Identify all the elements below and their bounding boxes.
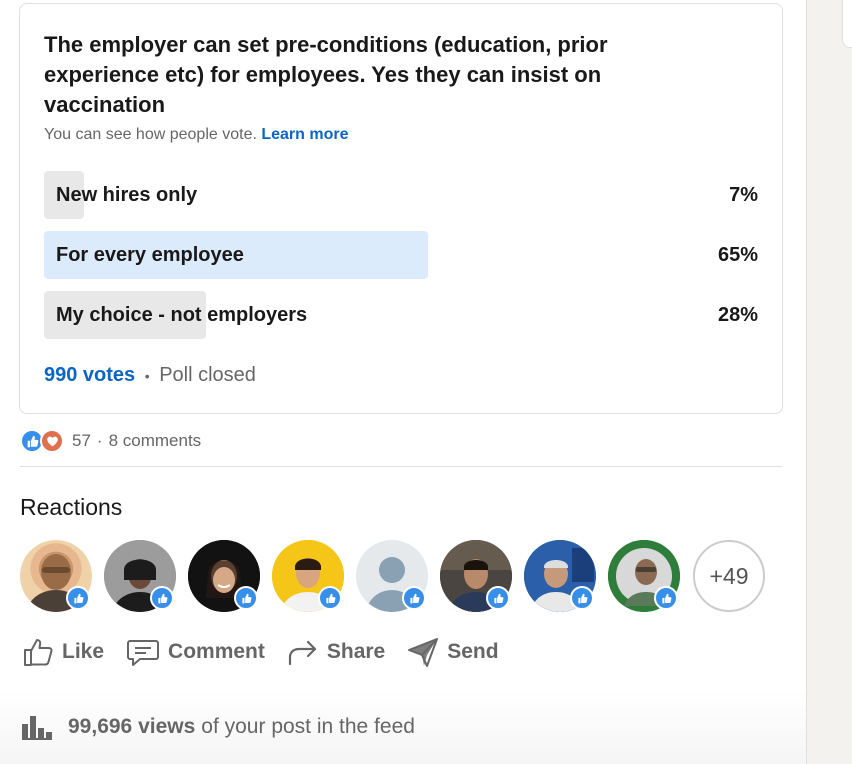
reactions-title: Reactions bbox=[20, 494, 123, 520]
thumbs-up-icon bbox=[24, 639, 53, 666]
poll-option-every-employee[interactable]: For every employee 65% bbox=[44, 231, 758, 279]
dot-separator: · bbox=[96, 431, 103, 450]
poll-option-my-choice[interactable]: My choice - not employers 28% bbox=[44, 291, 758, 339]
poll-option-label: My choice - not employers bbox=[56, 304, 308, 326]
send-icon bbox=[408, 638, 439, 667]
poll-option-label: For every employee bbox=[56, 244, 244, 266]
send-label: Send bbox=[447, 640, 499, 663]
views-count: 99,696 views bbox=[68, 715, 196, 738]
poll-card: The employer can set pre-conditions (edu… bbox=[19, 3, 783, 414]
like-badge-icon bbox=[66, 586, 90, 610]
more-reactions-button[interactable]: +49 bbox=[693, 540, 765, 612]
poll-status: Poll closed bbox=[159, 364, 256, 386]
poll-visibility-text: You can see how people vote. bbox=[44, 126, 257, 143]
share-label: Share bbox=[326, 640, 386, 663]
social-counts: 57 · 8 comments bbox=[20, 426, 201, 456]
avatar[interactable] bbox=[20, 540, 92, 612]
poll-visibility-note: You can see how people vote. Learn more bbox=[44, 126, 349, 144]
avatar[interactable] bbox=[272, 540, 344, 612]
poll-option-percent: 7% bbox=[729, 184, 758, 206]
dot-separator: • bbox=[144, 368, 150, 384]
poll-option-percent: 28% bbox=[717, 304, 758, 326]
divider bbox=[20, 466, 782, 467]
send-button[interactable]: Send bbox=[401, 630, 504, 674]
comment-label: Comment bbox=[168, 640, 265, 663]
poll-option-bar bbox=[44, 231, 428, 279]
poll-option-bar bbox=[44, 291, 206, 339]
like-button[interactable]: Like bbox=[16, 630, 110, 674]
avatar[interactable] bbox=[440, 540, 512, 612]
like-badge-icon bbox=[486, 586, 510, 610]
like-label: Like bbox=[62, 640, 105, 663]
avatar[interactable] bbox=[104, 540, 176, 612]
like-badge-icon bbox=[654, 586, 678, 610]
avatar[interactable] bbox=[524, 540, 596, 612]
poll-question: The employer can set pre-conditions (edu… bbox=[44, 32, 608, 117]
like-badge-icon bbox=[402, 586, 426, 610]
comments-count[interactable]: 8 comments bbox=[108, 431, 202, 450]
avatar[interactable] bbox=[188, 540, 260, 612]
avatar[interactable] bbox=[608, 540, 680, 612]
views-suffix: of your post in the feed bbox=[201, 715, 415, 738]
poll-option-new-hires[interactable]: New hires only 7% bbox=[44, 171, 758, 219]
reaction-count[interactable]: 57 bbox=[72, 431, 91, 450]
like-badge-icon bbox=[570, 586, 594, 610]
like-badge-icon bbox=[318, 586, 342, 610]
right-gutter bbox=[806, 0, 852, 764]
analytics-bar-chart-icon bbox=[22, 716, 52, 740]
comment-icon bbox=[127, 640, 160, 666]
like-badge-icon bbox=[234, 586, 258, 610]
like-badge-icon bbox=[150, 586, 174, 610]
share-button[interactable]: Share bbox=[281, 630, 391, 674]
love-reaction-icon bbox=[40, 429, 64, 453]
right-card-edge bbox=[842, 0, 852, 48]
post-views[interactable]: 99,696 views of your post in the feed bbox=[20, 709, 415, 745]
poll-option-label: New hires only bbox=[56, 184, 198, 206]
poll-footer: 990 votes • Poll closed bbox=[44, 364, 256, 387]
learn-more-link[interactable]: Learn more bbox=[261, 126, 349, 143]
comment-button[interactable]: Comment bbox=[120, 630, 271, 674]
share-arrow-icon bbox=[288, 640, 316, 666]
post-actions-bar: Like Comment Share Send bbox=[16, 630, 515, 674]
poll-option-percent: 65% bbox=[717, 244, 758, 266]
votes-count-link[interactable]: 990 votes bbox=[44, 364, 136, 386]
avatar-placeholder[interactable] bbox=[356, 540, 428, 612]
poll-option-bar bbox=[44, 171, 84, 219]
